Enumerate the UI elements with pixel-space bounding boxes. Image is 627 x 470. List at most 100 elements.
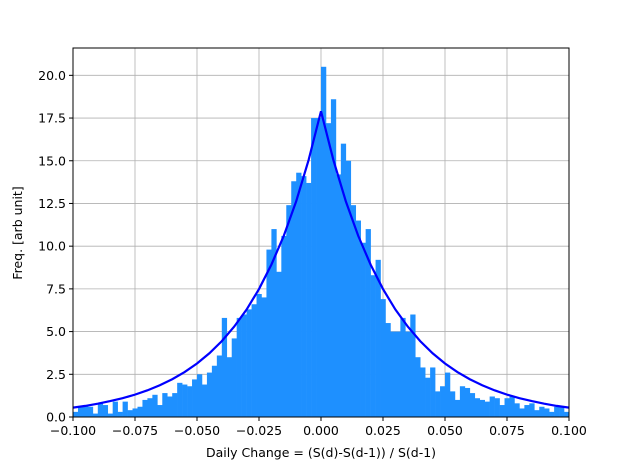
fit-line [72,110,570,409]
bar [177,382,183,417]
bar [236,317,242,417]
bar [127,410,133,417]
bar [539,406,545,417]
bar [430,367,436,417]
bar [509,396,515,417]
bar [92,413,99,417]
bar [226,357,233,417]
bar [524,405,530,417]
x-tick-label: 0.025 [365,423,401,438]
bar [316,118,322,418]
bar [246,309,252,417]
bar [137,406,143,417]
bar [142,399,148,417]
bar [296,172,302,417]
bar [182,384,188,417]
bar [321,66,327,418]
bar [504,398,510,417]
bar [559,406,565,417]
x-tick-label: −0.050 [174,423,220,438]
bar [276,271,282,417]
bar [162,393,168,417]
y-tick-label: 20.0 [38,68,66,83]
bar [425,377,431,417]
bar [206,372,213,417]
bar [474,398,481,417]
bar [132,408,138,417]
bar [400,317,406,417]
bar [519,408,525,417]
bar [514,403,520,417]
y-tick-label: 10.0 [38,239,66,254]
bar [77,406,84,417]
bar [380,299,386,417]
bar [355,220,361,417]
bar [187,386,193,417]
bar [122,401,128,417]
bar [549,411,555,417]
y-tick-label: 5.0 [46,324,66,339]
bar [112,401,118,417]
bar [231,338,237,417]
bar [454,399,461,417]
bar [489,396,495,417]
bar [201,384,208,417]
x-axis-label: Daily Change = (S(d)-S(d-1)) / S(d-1) [206,445,436,460]
bar [221,317,228,417]
y-tick-label: 0.0 [46,410,66,425]
bar [330,99,337,417]
bar [172,393,178,417]
bar [345,160,352,417]
bar [395,331,401,417]
bar [370,275,376,417]
x-tick-label: −0.025 [236,423,282,438]
bar [73,411,79,417]
bar [390,331,396,417]
y-tick-label: 7.5 [46,281,66,296]
x-tick-label: 0.100 [551,423,587,438]
x-tick-label: −0.075 [112,423,158,438]
bar [82,405,89,417]
bar [365,229,371,417]
bar [266,249,272,417]
bar [415,357,421,417]
bar [499,405,505,417]
bar [464,387,471,417]
bar [469,393,476,417]
bar [301,176,307,417]
bar [197,374,203,417]
plot-frame [72,47,570,418]
bar [340,143,347,417]
x-tick-label: 0.000 [303,423,339,438]
bar [261,297,267,417]
bar [87,406,94,417]
y-tick-label: 17.5 [38,111,66,126]
bar [251,304,257,417]
bar [385,323,391,417]
bar [271,229,277,417]
bar [484,401,490,417]
bar [405,331,411,417]
bar [410,314,416,417]
bar [107,413,113,417]
bar [440,386,446,417]
bar [479,399,485,417]
bar [286,205,292,417]
x-tick-label: 0.075 [489,423,525,438]
bar [435,391,441,417]
bar [311,118,317,418]
bar [534,410,540,417]
bar [544,408,550,417]
bar [420,367,426,417]
bar [306,182,312,417]
x-tick-label: 0.050 [427,423,463,438]
bar [449,391,456,417]
bar [256,294,262,417]
bar [192,379,198,417]
bar [167,396,173,417]
bar [147,398,153,417]
bar [102,405,109,417]
bar [281,235,287,417]
bar [97,403,104,417]
y-tick-label: 12.5 [38,196,66,211]
